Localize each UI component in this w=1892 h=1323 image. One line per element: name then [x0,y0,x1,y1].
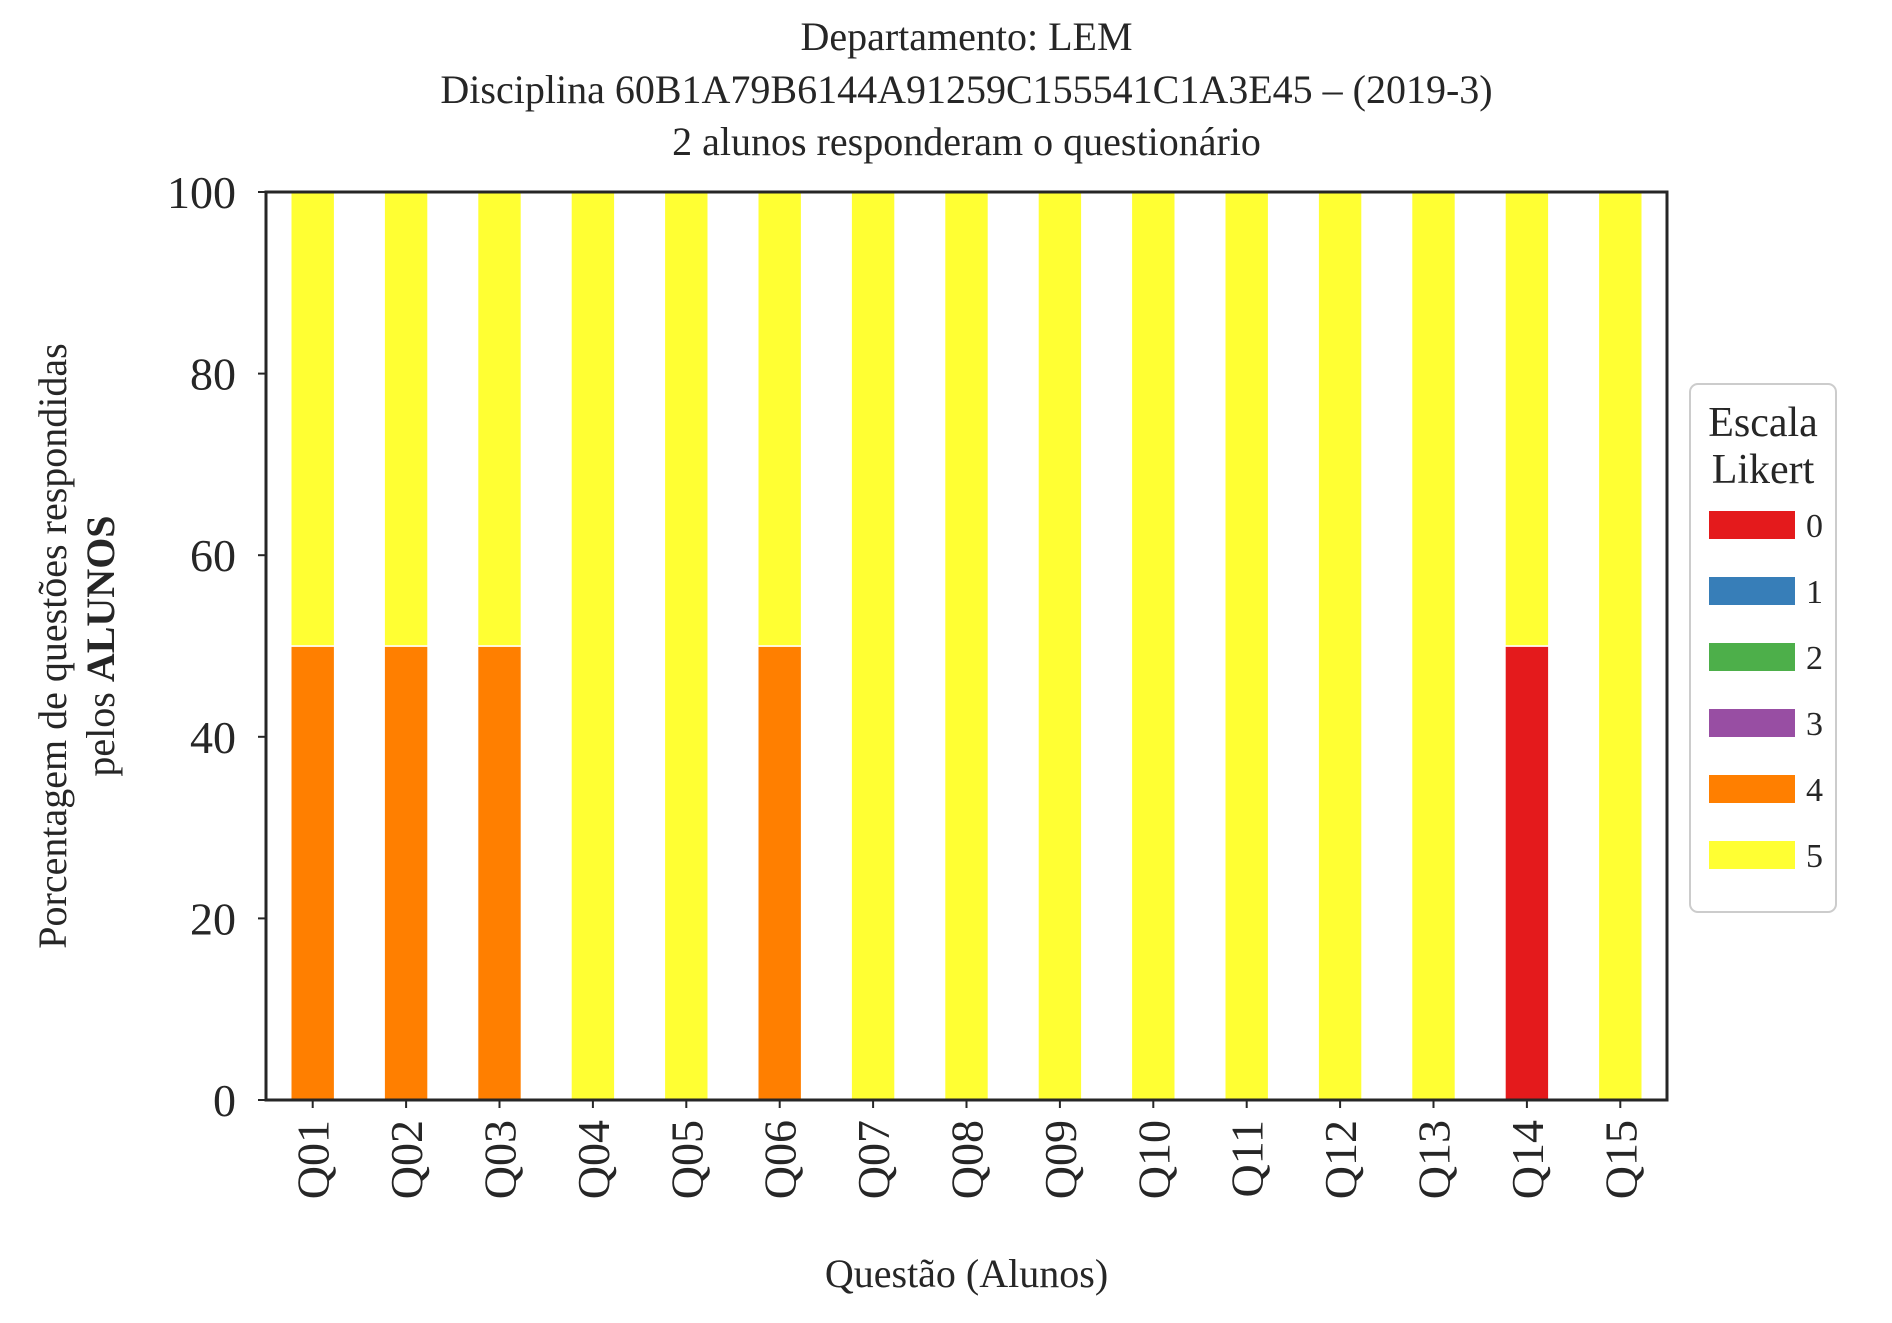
x-tick-label: Q13 [1409,1120,1460,1199]
legend-title-line-1: Escala [1708,400,1818,446]
bar-Q14-scale-0 [1504,645,1550,1101]
x-tick-label: Q09 [1035,1120,1086,1199]
bar-Q04-scale-5 [570,191,616,1101]
bar-Q01-scale-4 [290,645,336,1101]
bar-Q15-scale-5 [1597,191,1643,1101]
bar-Q03-scale-4 [476,645,523,1101]
x-tick-label: Q11 [1222,1120,1273,1198]
bars [290,191,1643,1101]
legend-label-3: 3 [1806,706,1823,743]
y-tick-label: 0 [213,1075,236,1126]
legend-label-5: 5 [1806,838,1823,875]
y-axis-label-bold: ALUNOS [78,515,123,682]
chart-title: Departamento: LEM Disciplina 60B1A79B6144… [440,14,1492,164]
x-axis-ticks: Q01 Q02 Q03 Q04 Q05 Q06 Q07 Q08 Q09 Q10 Q11 Q12 Q13 Q… [288,1100,1646,1199]
y-tick-label: 60 [190,530,236,581]
legend-label-0: 0 [1806,508,1823,545]
y-axis-label-line1: Porcentagem de questões respondidas [30,343,75,948]
bar-Q02-scale-5 [383,191,429,647]
x-tick-label: Q14 [1502,1120,1553,1199]
bar-Q12-scale-5 [1317,191,1363,1101]
x-tick-label: Q01 [288,1120,339,1199]
legend-title-line-2: Likert [1712,447,1815,493]
y-axis-ticks: 0 20 40 60 80 100 [167,167,266,1126]
legend-label-1: 1 [1806,574,1823,611]
y-axis-label: Porcentagem de questões respondidas pelo… [30,343,123,948]
x-tick-label: Q12 [1315,1120,1366,1199]
y-axis-label-prefix: pelos [78,682,123,776]
bar-Q07-scale-5 [850,191,896,1101]
y-tick-label: 40 [190,712,236,763]
legend-swatch-5 [1709,841,1795,869]
y-tick-label: 20 [190,893,236,944]
legend-swatch-2 [1709,643,1795,671]
x-tick-label: Q02 [381,1120,432,1199]
bar-Q14-scale-5 [1504,191,1550,647]
legend-swatch-1 [1709,577,1795,605]
bar-Q13-scale-5 [1410,191,1457,1101]
chart-title-line-1: Departamento: LEM [800,14,1132,59]
bar-Q10-scale-5 [1130,191,1176,1101]
x-tick-label: Q07 [848,1120,899,1199]
x-tick-label: Q05 [661,1120,712,1199]
chart-title-line-3: 2 alunos responderam o questionário [672,119,1261,164]
bar-Q06-scale-4 [757,645,803,1101]
x-tick-label: Q03 [475,1120,526,1199]
bar-Q09-scale-5 [1037,191,1083,1101]
bar-Q05-scale-5 [663,191,709,1101]
legend-swatch-0 [1709,511,1795,539]
legend-swatch-4 [1709,775,1795,803]
legend-label-4: 4 [1806,772,1823,809]
y-axis-label-line2: pelos ALUNOS [78,515,123,776]
bar-Q11-scale-5 [1224,191,1270,1101]
y-tick-label: 80 [190,349,236,400]
bar-Q01-scale-5 [290,191,336,647]
bar-Q08-scale-5 [943,191,990,1101]
legend-swatch-3 [1709,709,1795,737]
bar-Q02-scale-4 [383,645,429,1101]
x-tick-label: Q08 [942,1120,993,1199]
x-tick-label: Q15 [1595,1120,1646,1199]
x-tick-label: Q10 [1128,1120,1179,1199]
x-tick-label: Q04 [568,1120,619,1199]
legend-label-2: 2 [1806,640,1823,677]
y-tick-label: 100 [167,167,236,218]
x-tick-label: Q06 [755,1120,806,1199]
bar-Q06-scale-5 [757,191,803,647]
chart-title-line-2: Disciplina 60B1A79B6144A91259C155541C1A3… [440,67,1492,112]
x-axis-label: Questão (Alunos) [825,1251,1108,1296]
bar-Q03-scale-5 [476,191,523,647]
